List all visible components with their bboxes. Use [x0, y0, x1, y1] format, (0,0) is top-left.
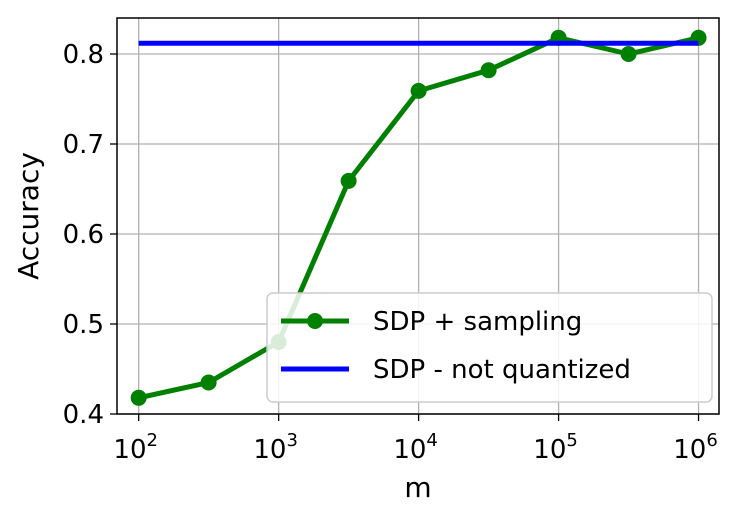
x-axis-label: m: [404, 471, 431, 504]
x-tick-base: 10: [393, 435, 426, 465]
data-point: [480, 62, 497, 79]
data-point: [410, 82, 427, 99]
legend-marker-0: [307, 313, 323, 329]
x-tick-base: 10: [113, 435, 146, 465]
legend: SDP + sampling SDP - not quantized: [266, 292, 713, 403]
y-axis-label: Accuracy: [12, 152, 45, 280]
data-point: [200, 374, 217, 391]
x-tick-label: 104: [393, 430, 438, 465]
y-tick-label: 0.8: [63, 40, 104, 70]
x-tick-label: 105: [533, 430, 578, 465]
data-point: [340, 172, 357, 189]
y-tick-label: 0.4: [63, 400, 104, 430]
x-tick-base: 10: [673, 435, 706, 465]
x-tick-label: 102: [113, 430, 158, 465]
data-point: [620, 46, 637, 62]
x-tick-exponent: 6: [706, 430, 717, 451]
x-tick-exponent: 3: [286, 430, 297, 451]
x-tick-label: 106: [673, 430, 718, 465]
series-layer: [130, 29, 707, 406]
x-tick-label: 103: [253, 430, 298, 465]
legend-box: [266, 292, 713, 403]
y-tick-label: 0.5: [63, 310, 104, 340]
x-tick-exponent: 4: [426, 430, 437, 451]
data-point: [130, 389, 147, 406]
y-tick-label: 0.7: [63, 130, 104, 160]
legend-label-1: SDP - not quantized: [373, 355, 631, 385]
x-tick-base: 10: [533, 435, 566, 465]
x-tick-exponent: 2: [147, 430, 158, 451]
y-tick-label: 0.6: [63, 220, 104, 250]
x-tick-base: 10: [253, 435, 286, 465]
legend-label-0: SDP + sampling: [373, 307, 582, 337]
x-tick-exponent: 5: [566, 430, 577, 451]
